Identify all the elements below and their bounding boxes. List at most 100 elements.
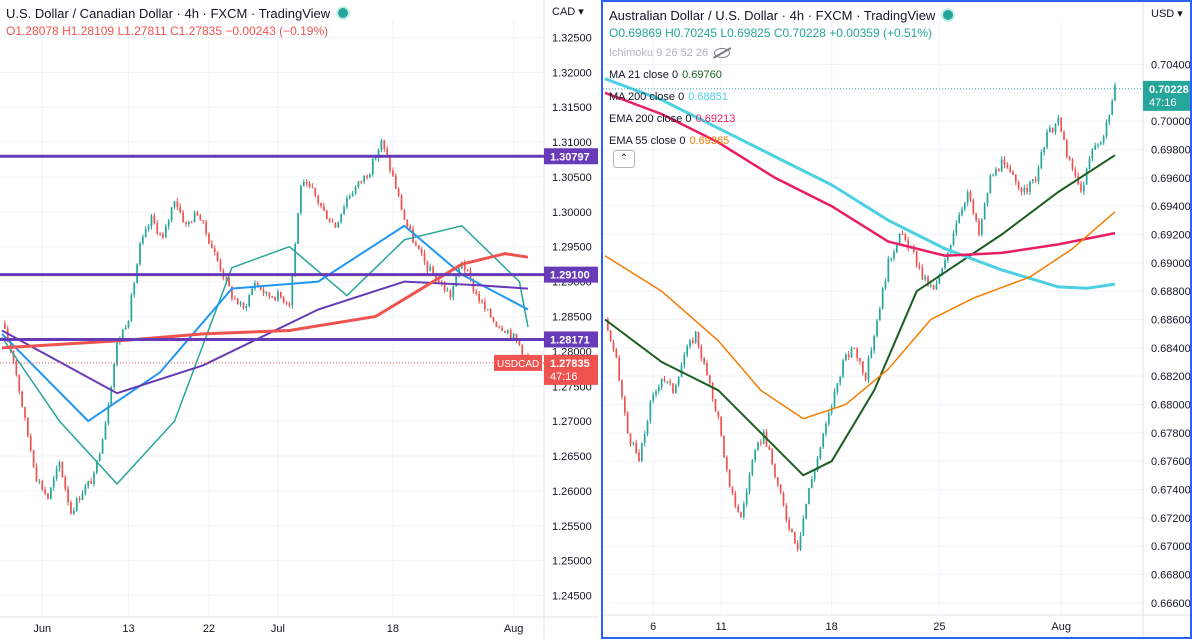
candle-body [873,336,876,351]
candle-body [308,183,311,187]
candle-body [392,170,394,176]
candle-body [864,372,867,380]
candle-body [139,243,141,265]
y-tick-label: 0.67000 [1151,541,1190,553]
candle-body [1046,132,1048,148]
candle-body [101,439,104,454]
candle-body [403,210,406,220]
candle-body [918,265,921,268]
indicator-ema55[interactable]: EMA 55 close 0 0.69365 [609,130,955,152]
candle-body [190,221,193,223]
y-tick-label: 0.68800 [1151,286,1190,298]
candle-body [997,169,1000,171]
usdcad-chart-pane[interactable]: 1.32500 1.32000 1.31500 1.31000 1.30500 1.300… [0,0,598,639]
candle-body [55,468,58,479]
candle-body [975,213,978,221]
candle-body [842,360,844,378]
candle-body [941,268,944,275]
candle-body [130,294,133,321]
level-price-tag [544,266,598,283]
candle-body [929,285,932,287]
candle-body [757,442,759,450]
candle-body [1063,131,1065,141]
candle-body [640,442,643,462]
candle-body [334,222,337,228]
candle-body [802,518,805,536]
candle-body [231,286,233,299]
candle-body [887,258,890,282]
candle-body [426,261,429,271]
candle-body [271,296,274,298]
candle-body [124,327,127,330]
candle-body [518,340,521,345]
candle-body [813,470,816,480]
candle-body [969,192,972,200]
indicator-ma200[interactable]: MA 200 close 0 0.68851 [609,86,955,108]
candle-body [104,423,107,440]
candle-body [205,221,207,234]
candle-body [18,374,21,392]
candle-body [110,386,113,406]
candle-body [629,433,632,445]
candle-body [850,347,853,358]
candle-body [1105,122,1108,137]
candle-body [615,348,618,358]
candle-body [958,214,961,224]
indicator-ma21[interactable]: MA 21 close 0 0.69760 [609,64,955,86]
hidden-eye-icon[interactable] [714,48,731,59]
indicator-ichimoku[interactable]: Ichimoku 9 26 52 26 [609,42,955,64]
candle-body [657,387,660,392]
y-tick-label: 1.30500 [552,172,592,184]
candle-body [475,291,478,294]
candle-body [179,206,182,213]
candle-body [305,182,308,184]
candle-body [377,150,380,159]
indicator-ma21-label: MA 21 close 0 [609,69,679,81]
candle-body [938,274,941,284]
audusd-high: H0.70245 [665,26,718,40]
audusd-chart-pane[interactable]: 0.704000.702000.700000.698000.696000.694… [601,0,1192,639]
level-price-tag [544,148,598,165]
collapse-legend-button[interactable]: ⌃ [613,150,635,168]
candle-body [734,493,737,507]
y-tick-label: 0.69400 [1151,201,1190,213]
candle-body [1023,187,1026,192]
usdcad-chart-canvas[interactable]: 1.32500 1.32000 1.31500 1.31000 1.30500 1.300… [0,0,598,639]
candle-body [754,449,757,460]
indicator-ma21-value: 0.69760 [682,69,722,81]
candle-body [723,435,725,458]
currency-label: USD ▾ [1151,8,1183,20]
candle-body [961,209,963,215]
candle-body [694,331,697,343]
candle-body [895,245,898,253]
candle-body [141,236,144,244]
candle-body [606,319,609,331]
candle-body [144,229,147,237]
y-tick-label: 0.70400 [1151,60,1190,72]
audusd-chart-canvas[interactable]: 0.704000.702000.700000.698000.696000.694… [603,2,1190,637]
candle-body [703,358,706,364]
level-price-tag [544,331,598,348]
indicator-ema200[interactable]: EMA 200 close 0 0.69213 [609,108,955,130]
candle-body [686,346,689,356]
candle-body [898,234,901,246]
candle-body [294,243,297,274]
candle-body [1085,168,1088,185]
candle-body [856,348,859,358]
candle-body [635,442,638,453]
candle-body [935,283,938,290]
candle-body [626,412,629,434]
y-tick-label: 0.66600 [1151,598,1190,610]
candle-body [1003,159,1006,165]
candle-body [265,292,268,294]
candle-body [921,267,924,280]
candle-body [429,267,432,271]
candle-body [121,329,124,340]
y-tick-label: 0.68000 [1151,400,1190,412]
candle-body [748,474,751,492]
candle-body [412,228,414,243]
candle-body [660,378,663,388]
candle-body [966,192,969,203]
usdcad-close: C1.27835 [169,24,223,38]
